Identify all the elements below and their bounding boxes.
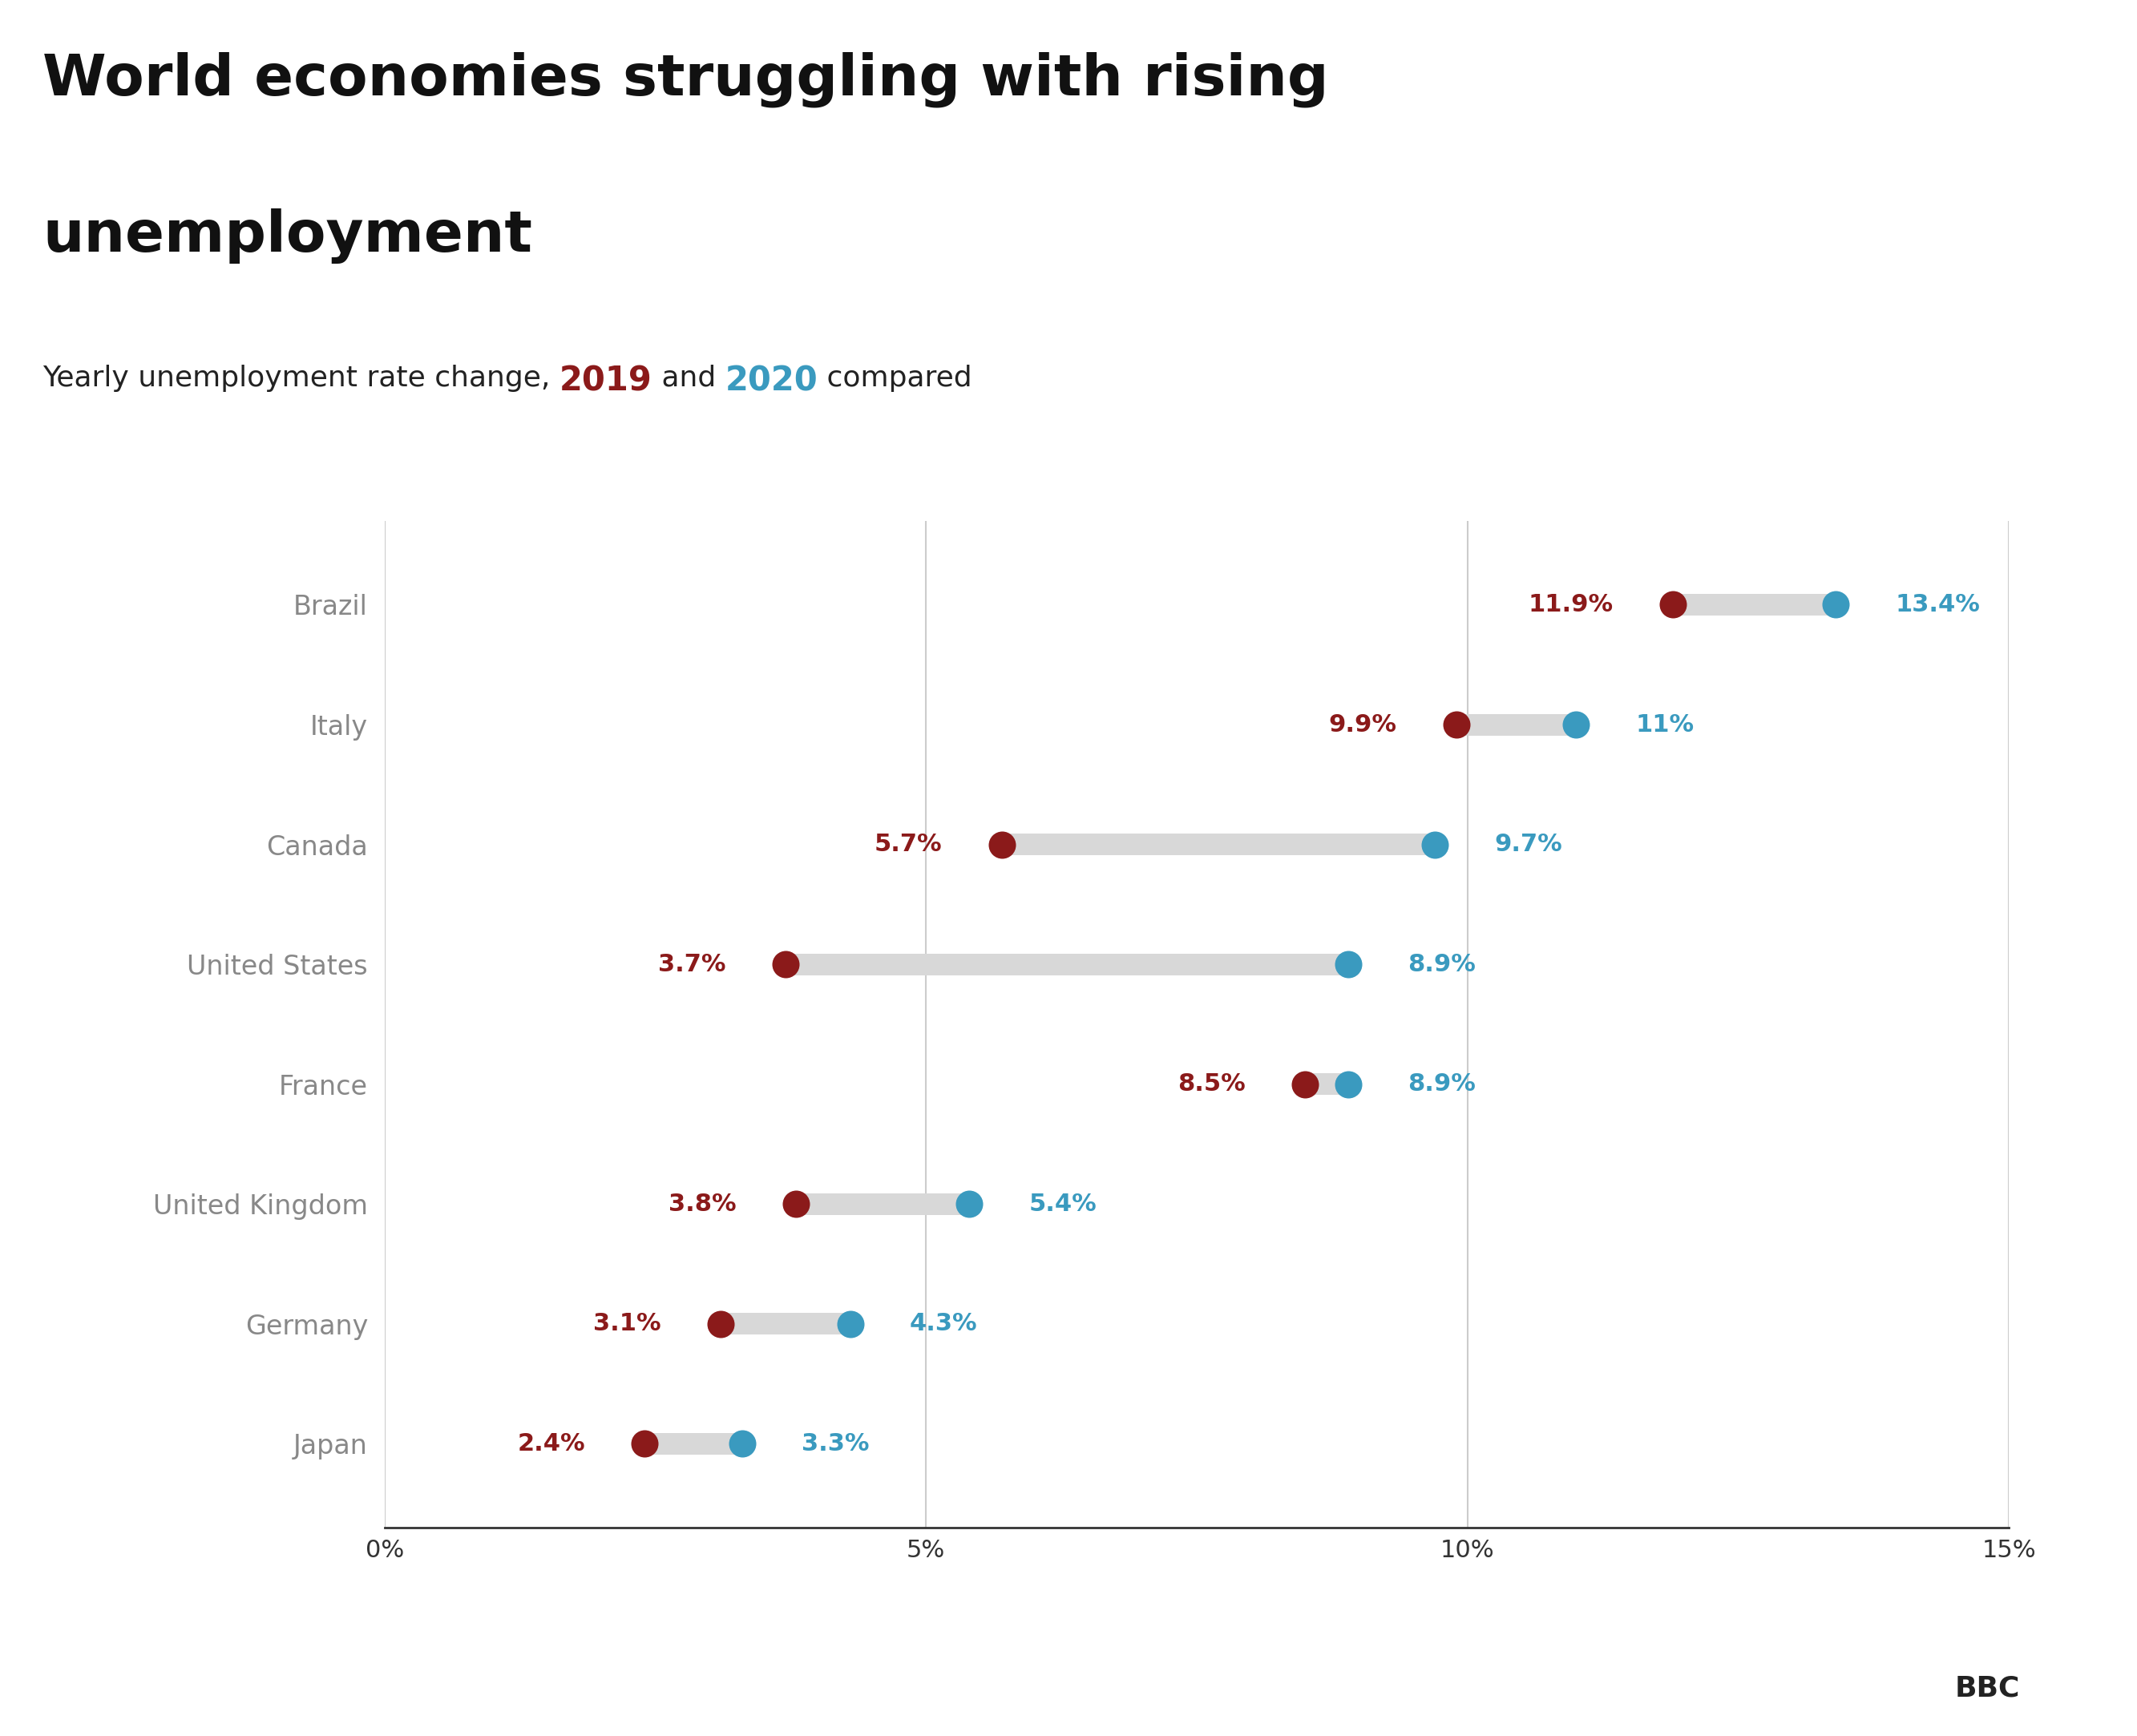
Text: 4.3%: 4.3%	[910, 1312, 977, 1335]
Text: 11%: 11%	[1635, 713, 1695, 736]
Text: 3.3%: 3.3%	[801, 1432, 870, 1455]
Text: Yearly unemployment rate change,: Yearly unemployment rate change,	[43, 365, 560, 392]
Bar	[1002, 833, 1434, 856]
Text: BBC: BBC	[1955, 1675, 2019, 1701]
Point	[833, 1311, 868, 1338]
Point	[985, 830, 1019, 858]
Text: 5.7%: 5.7%	[874, 833, 942, 856]
Text: Source: International Monetary Fund: Source: International Monetary Fund	[43, 1679, 449, 1700]
Point	[953, 1191, 987, 1219]
Text: 5.4%: 5.4%	[1028, 1193, 1096, 1215]
Text: 3.8%: 3.8%	[669, 1193, 737, 1215]
Point	[1331, 950, 1366, 977]
Point	[1289, 1071, 1323, 1099]
Point	[780, 1191, 814, 1219]
Point	[1417, 830, 1451, 858]
Point	[767, 950, 801, 977]
Text: 3.7%: 3.7%	[658, 953, 727, 976]
Point	[1558, 710, 1592, 738]
Text: 13.4%: 13.4%	[1896, 594, 1981, 616]
Text: 11.9%: 11.9%	[1528, 594, 1613, 616]
Text: 9.7%: 9.7%	[1494, 833, 1562, 856]
Point	[628, 1430, 662, 1458]
Text: compared: compared	[818, 365, 972, 392]
Text: 9.9%: 9.9%	[1329, 713, 1398, 736]
Bar	[720, 1312, 851, 1335]
Text: 2.4%: 2.4%	[517, 1432, 586, 1455]
Point	[724, 1430, 759, 1458]
Bar	[645, 1432, 742, 1455]
Point	[1819, 590, 1853, 618]
Bar	[1457, 713, 1575, 736]
Text: 2020: 2020	[724, 365, 818, 398]
Point	[703, 1311, 737, 1338]
Bar	[784, 953, 1348, 976]
Bar	[1306, 1073, 1348, 1095]
Text: 3.1%: 3.1%	[592, 1312, 660, 1335]
Point	[1656, 590, 1690, 618]
Text: and: and	[652, 365, 724, 392]
Bar	[797, 1193, 970, 1215]
Text: World economies struggling with rising: World economies struggling with rising	[43, 52, 1329, 108]
Text: unemployment: unemployment	[43, 208, 532, 264]
Text: 8.5%: 8.5%	[1177, 1073, 1246, 1095]
Point	[1440, 710, 1475, 738]
Text: 8.9%: 8.9%	[1408, 1073, 1477, 1095]
Text: 8.9%: 8.9%	[1408, 953, 1477, 976]
Point	[1331, 1071, 1366, 1099]
Text: 2019: 2019	[560, 365, 652, 398]
Bar	[1673, 594, 1836, 616]
